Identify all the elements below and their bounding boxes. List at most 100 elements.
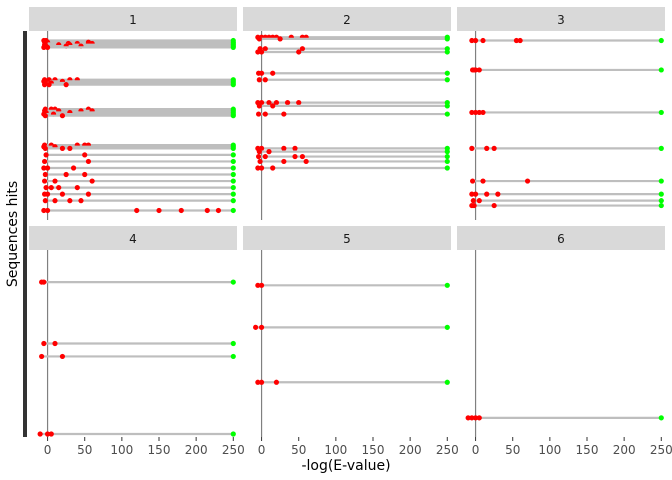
hit-point [52,178,58,184]
hit-point [470,178,476,184]
facet-strip [457,226,665,250]
hit-point [258,379,265,385]
hit-point [480,37,486,44]
best-hit-point [230,171,236,178]
hit-point [215,207,222,214]
x-tick-label: 200 [613,443,636,457]
y-axis-title: Sequences hits [5,181,21,287]
hit-point [262,111,268,117]
hit-point [255,282,261,288]
hit-point [256,111,262,117]
hit-point [258,165,265,171]
hit-point [204,207,210,214]
facet-strip [29,226,237,250]
hit-point [465,415,471,421]
hit-point [67,198,73,204]
hit-point [42,145,48,151]
hit-point [266,100,272,106]
facet-2: 2 [243,7,451,220]
hit-point [52,340,58,347]
hit-point [256,103,262,109]
hit-point [258,49,265,55]
hit-point [480,109,486,116]
facet-6: 6 [457,226,665,437]
hit-point [270,70,276,76]
hit-point [42,82,48,88]
hit-point [42,158,48,165]
x-axis-4: 0 50 100 150 200 250 [44,437,245,457]
facet-strip [457,7,665,31]
hit-point [178,207,184,214]
hit-point [281,145,287,151]
best-hit-point [658,37,664,44]
hit-point [299,46,306,52]
x-tick-label: 0 [44,443,52,457]
hit-point [253,324,259,330]
facet-strip-label: 1 [129,13,137,27]
hit-point [255,165,261,171]
hit-point [472,37,479,44]
hit-point [67,145,73,151]
hit-point [43,184,49,191]
hit-point [476,67,482,73]
hit-point [89,178,95,184]
hit-point [63,171,69,178]
best-hit-point [230,191,236,197]
hit-point [41,279,47,285]
x-tick-label: 100 [324,443,347,457]
hit-point [59,145,66,151]
hit-point [491,202,497,209]
hit-point [296,49,302,55]
facet-panels: 1 2 3 4 5 6 [29,7,665,437]
hit-point [256,153,262,160]
best-hit-point [658,145,664,151]
hit-point [44,191,51,197]
hit-point [270,103,276,109]
best-hit-point [444,103,450,109]
hit-point [262,77,268,83]
hit-point [303,158,309,165]
hit-point [41,165,47,171]
facet-1: 1 [29,7,237,220]
hit-point [82,171,88,178]
x-axes: 0 50 100 150 200 250 0 50 100 150 200 250 0 50 100 150 2… [44,437,672,457]
hit-point [156,207,162,214]
hit-point [472,67,479,73]
hit-point [39,353,45,360]
facet-4: 4 [29,226,237,437]
x-tick-label: 50 [291,443,306,457]
hit-point [491,145,497,151]
hit-point [517,37,523,44]
hit-point [255,379,261,385]
hit-point [296,100,302,106]
hit-point [469,109,475,116]
x-tick-label: 250 [222,443,245,457]
hit-point [85,191,92,197]
facet-3: 3 [457,7,665,220]
hit-point [469,415,475,421]
facet-strip [243,226,451,250]
hit-point [48,431,54,437]
hit-point [44,44,51,50]
hit-point [134,207,140,214]
hit-point [70,165,77,171]
hit-point [273,100,280,106]
hit-point [277,36,283,42]
facet-5: 5 [243,226,451,437]
x-tick-label: 150 [576,443,599,457]
x-tick-label: 0 [472,443,480,457]
best-hit-point [230,158,236,165]
best-hit-point [658,415,664,421]
facet-strip-label: 3 [557,13,565,27]
hit-point [469,145,475,151]
hit-point [257,158,263,165]
best-hit-point [230,165,236,171]
best-hit-point [658,67,664,73]
facet-strip-label: 2 [343,13,351,27]
x-axis-title: -log(E-value) [301,458,390,474]
x-axis-5: 0 50 100 150 200 250 [258,437,459,457]
best-hit-point [658,202,664,209]
best-hit-point [230,207,236,214]
best-hit-point [444,282,450,288]
hit-point [262,46,268,52]
